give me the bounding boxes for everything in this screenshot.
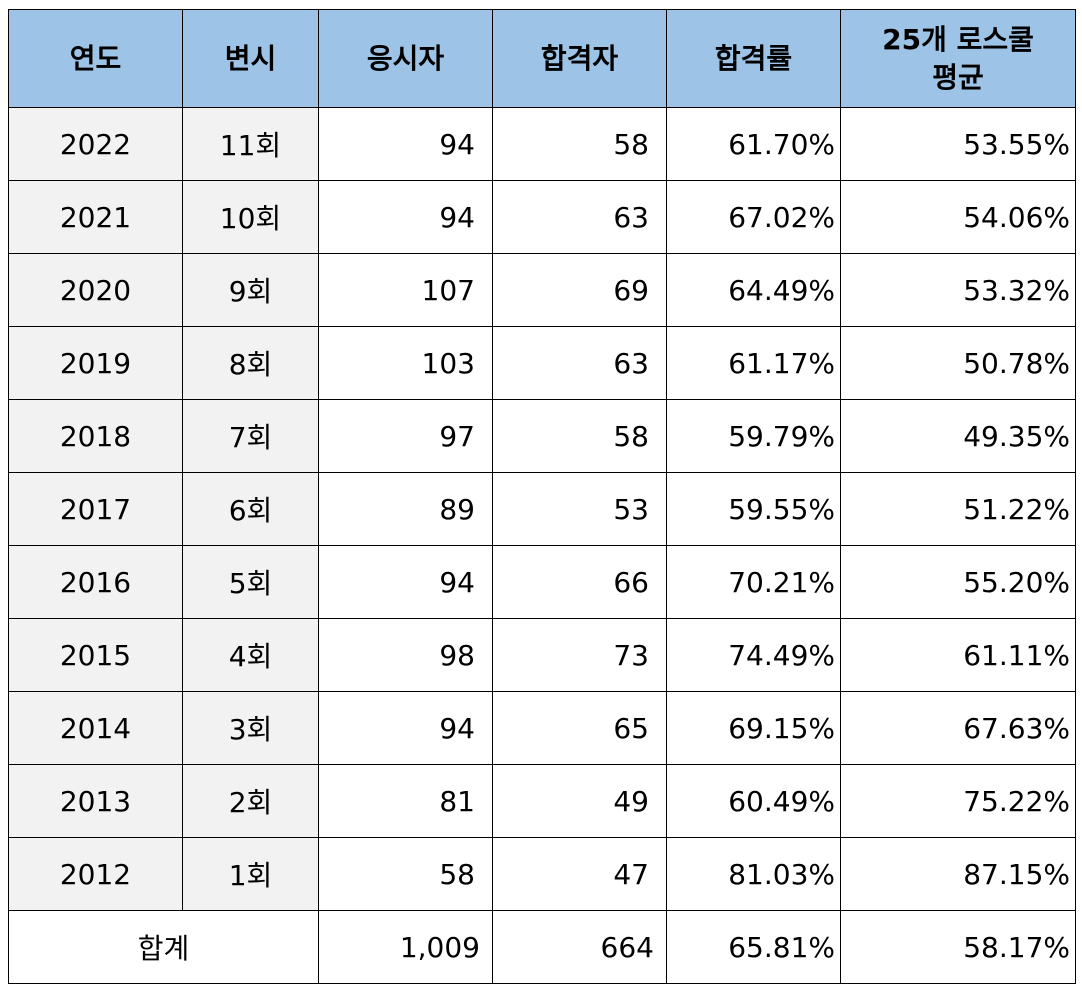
total-passers: 664 xyxy=(492,910,667,984)
cell-round: 6회 xyxy=(182,472,319,546)
cell-passers: 53 xyxy=(492,472,667,546)
cell-pass-rate: 81.03% xyxy=(666,837,841,911)
cell-year: 2016 xyxy=(8,545,183,619)
total-label: 합계 xyxy=(8,910,319,984)
table-row: 2017 6회 89 53 59.55% 51.22% xyxy=(8,472,1076,546)
total-row: 합계 1,009 664 65.81% 58.17% xyxy=(8,910,1076,984)
header-avg-line1: 25개 로스쿨 xyxy=(882,22,1034,56)
cell-passers: 63 xyxy=(492,326,667,400)
cell-round: 1회 xyxy=(182,837,319,911)
total-average: 58.17% xyxy=(840,910,1076,984)
table-row: 2019 8회 103 63 61.17% 50.78% xyxy=(8,326,1076,400)
cell-passers: 73 xyxy=(492,618,667,692)
table-row: 2016 5회 94 66 70.21% 55.20% xyxy=(8,545,1076,619)
table-row: 2015 4회 98 73 74.49% 61.11% xyxy=(8,618,1076,692)
cell-applicants: 94 xyxy=(318,691,493,765)
cell-applicants: 98 xyxy=(318,618,493,692)
cell-round: 5회 xyxy=(182,545,319,619)
cell-applicants: 107 xyxy=(318,253,493,327)
header-round: 변시 xyxy=(182,9,319,108)
cell-year: 2014 xyxy=(8,691,183,765)
header-25-lawschool-average: 25개 로스쿨 평균 xyxy=(840,9,1076,108)
cell-average: 49.35% xyxy=(840,399,1076,473)
cell-year: 2017 xyxy=(8,472,183,546)
cell-average: 55.20% xyxy=(840,545,1076,619)
total-applicants: 1,009 xyxy=(318,910,493,984)
cell-year: 2020 xyxy=(8,253,183,327)
cell-applicants: 94 xyxy=(318,545,493,619)
cell-pass-rate: 61.70% xyxy=(666,107,841,181)
cell-applicants: 97 xyxy=(318,399,493,473)
cell-year: 2015 xyxy=(8,618,183,692)
cell-applicants: 94 xyxy=(318,180,493,254)
cell-pass-rate: 70.21% xyxy=(666,545,841,619)
cell-average: 53.55% xyxy=(840,107,1076,181)
cell-average: 53.32% xyxy=(840,253,1076,327)
cell-year: 2012 xyxy=(8,837,183,911)
cell-year: 2019 xyxy=(8,326,183,400)
table-row: 2020 9회 107 69 64.49% 53.32% xyxy=(8,253,1076,327)
table-row: 2022 11회 94 58 61.70% 53.55% xyxy=(8,107,1076,181)
cell-average: 50.78% xyxy=(840,326,1076,400)
cell-round: 2회 xyxy=(182,764,319,838)
cell-average: 61.11% xyxy=(840,618,1076,692)
cell-pass-rate: 69.15% xyxy=(666,691,841,765)
cell-pass-rate: 61.17% xyxy=(666,326,841,400)
header-row: 연도 변시 응시자 합격자 합격률 25개 로스쿨 평균 xyxy=(8,9,1076,108)
table-row: 2018 7회 97 58 59.79% 49.35% xyxy=(8,399,1076,473)
cell-pass-rate: 64.49% xyxy=(666,253,841,327)
cell-passers: 58 xyxy=(492,399,667,473)
cell-applicants: 94 xyxy=(318,107,493,181)
cell-average: 75.22% xyxy=(840,764,1076,838)
table-body: 2022 11회 94 58 61.70% 53.55% 2021 10회 94 63 67.02%… xyxy=(8,107,1076,911)
cell-pass-rate: 74.49% xyxy=(666,618,841,692)
header-applicants: 응시자 xyxy=(318,9,493,108)
cell-pass-rate: 67.02% xyxy=(666,180,841,254)
header-pass-rate: 합격률 xyxy=(666,9,841,108)
cell-average: 67.63% xyxy=(840,691,1076,765)
bar-exam-results-table: 연도 변시 응시자 합격자 합격률 25개 로스쿨 평균 2022 11회 94 58… xyxy=(8,9,1076,984)
cell-passers: 63 xyxy=(492,180,667,254)
cell-pass-rate: 60.49% xyxy=(666,764,841,838)
cell-applicants: 58 xyxy=(318,837,493,911)
table-row: 2013 2회 81 49 60.49% 75.22% xyxy=(8,764,1076,838)
cell-round: 9회 xyxy=(182,253,319,327)
cell-round: 10회 xyxy=(182,180,319,254)
table-row: 2014 3회 94 65 69.15% 67.63% xyxy=(8,691,1076,765)
cell-year: 2013 xyxy=(8,764,183,838)
cell-average: 51.22% xyxy=(840,472,1076,546)
cell-passers: 65 xyxy=(492,691,667,765)
cell-year: 2018 xyxy=(8,399,183,473)
cell-year: 2021 xyxy=(8,180,183,254)
header-avg-line2: 평균 xyxy=(932,60,984,94)
cell-round: 11회 xyxy=(182,107,319,181)
cell-passers: 49 xyxy=(492,764,667,838)
table-row: 2021 10회 94 63 67.02% 54.06% xyxy=(8,180,1076,254)
cell-passers: 58 xyxy=(492,107,667,181)
cell-average: 87.15% xyxy=(840,837,1076,911)
header-year: 연도 xyxy=(8,9,183,108)
cell-applicants: 81 xyxy=(318,764,493,838)
cell-passers: 69 xyxy=(492,253,667,327)
cell-round: 7회 xyxy=(182,399,319,473)
table-row: 2012 1회 58 47 81.03% 87.15% xyxy=(8,837,1076,911)
cell-average: 54.06% xyxy=(840,180,1076,254)
total-pass-rate: 65.81% xyxy=(666,910,841,984)
cell-applicants: 89 xyxy=(318,472,493,546)
cell-pass-rate: 59.79% xyxy=(666,399,841,473)
cell-pass-rate: 59.55% xyxy=(666,472,841,546)
cell-passers: 66 xyxy=(492,545,667,619)
header-passers: 합격자 xyxy=(492,9,667,108)
cell-passers: 47 xyxy=(492,837,667,911)
cell-year: 2022 xyxy=(8,107,183,181)
cell-round: 8회 xyxy=(182,326,319,400)
cell-applicants: 103 xyxy=(318,326,493,400)
cell-round: 4회 xyxy=(182,618,319,692)
cell-round: 3회 xyxy=(182,691,319,765)
